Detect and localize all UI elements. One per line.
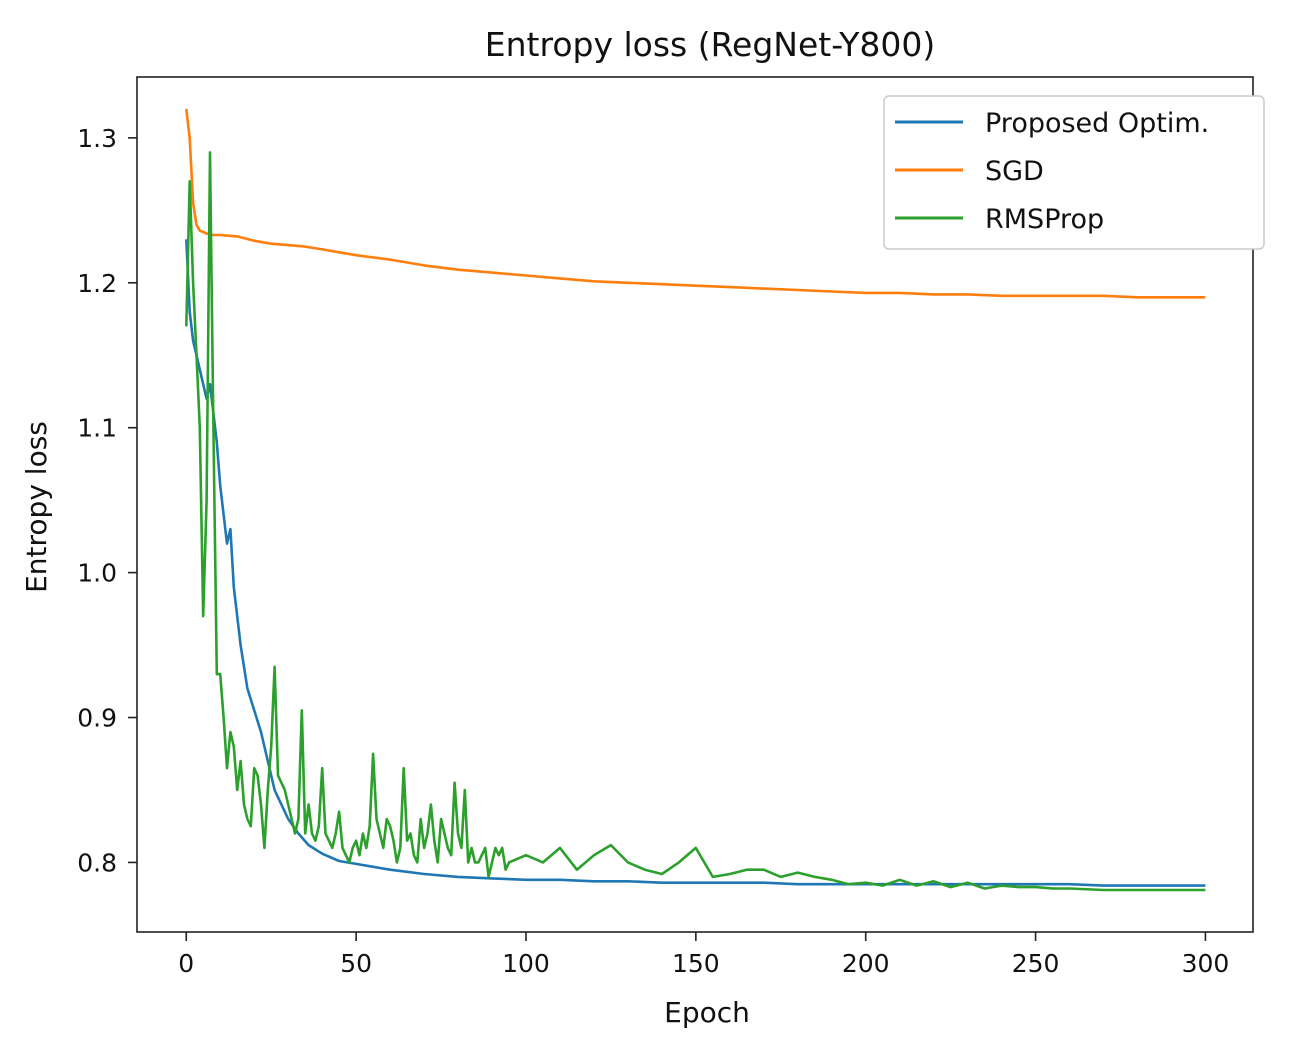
- x-tick-label: 200: [842, 949, 890, 978]
- x-tick-label: 300: [1182, 949, 1230, 978]
- x-tick-label: 250: [1012, 949, 1060, 978]
- x-tick-label: 150: [672, 949, 720, 978]
- x-tick-label: 50: [340, 949, 372, 978]
- series-line-proposed-optim: [185, 239, 1206, 887]
- legend-label-rmsprop: RMSProp: [985, 204, 1104, 235]
- legend: Proposed Optim. SGD RMSProp: [883, 95, 1265, 250]
- y-tick-label: 1.2: [77, 269, 117, 298]
- legend-box: [883, 95, 1265, 250]
- series-line-sgd: [185, 108, 1206, 299]
- chart-title: Entropy loss (RegNet-Y800): [485, 25, 935, 64]
- y-axis-title: Entropy loss: [20, 421, 53, 593]
- series-layer: [185, 108, 1206, 892]
- x-tick-label: 100: [502, 949, 550, 978]
- legend-label-sgd: SGD: [985, 156, 1044, 187]
- axes-frame: [136, 76, 1254, 933]
- series-line-rmsprop: [185, 151, 1206, 892]
- x-axis-title: Epoch: [664, 996, 750, 1029]
- y-tick-label: 1.0: [77, 559, 117, 588]
- y-tick-label: 0.9: [77, 704, 117, 733]
- legend-label-proposed: Proposed Optim.: [985, 108, 1209, 139]
- y-axis: 0.8 0.9 1.0 1.1 1.2 1.3: [77, 124, 137, 877]
- y-tick-label: 0.8: [77, 848, 117, 877]
- x-axis: 0 50 100 150 200 250 300: [178, 932, 1229, 978]
- y-tick-label: 1.3: [77, 124, 117, 153]
- y-tick-label: 1.1: [77, 414, 117, 443]
- x-tick-label: 0: [178, 949, 194, 978]
